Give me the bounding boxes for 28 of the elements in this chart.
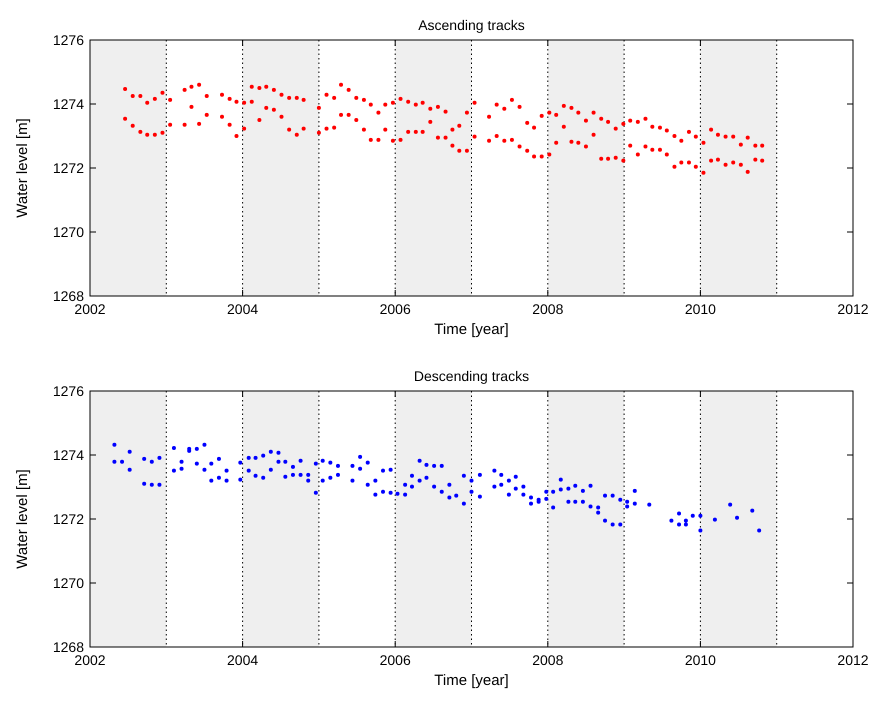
x-tick-label: 2006	[380, 652, 411, 668]
y-axis-title: Water level [m]	[14, 469, 31, 569]
y-tick-label: 1272	[52, 511, 84, 527]
x-tick-label: 2012	[837, 301, 869, 317]
x-axis-title: Time [year]	[434, 672, 509, 689]
y-tick-label: 1270	[52, 575, 84, 591]
x-tick-label: 2004	[227, 301, 258, 317]
x-axis-title: Time [year]	[434, 321, 509, 338]
chart-title: Ascending tracks	[418, 17, 525, 33]
x-tick-label: 2010	[684, 301, 716, 317]
x-tick-label: 2008	[532, 301, 564, 317]
y-tick-label: 1268	[52, 639, 84, 655]
x-tick-label: 2008	[532, 652, 564, 668]
x-tick-label: 2002	[74, 301, 106, 317]
x-tick-label: 2002	[74, 652, 106, 668]
x-tick-label: 2012	[837, 652, 869, 668]
x-tick-label: 2010	[684, 652, 716, 668]
y-axis-title: Water level [m]	[14, 118, 31, 218]
x-tick-label: 2006	[380, 301, 411, 317]
y-tick-label: 1274	[52, 96, 84, 112]
chart-title: Descending tracks	[414, 368, 530, 384]
y-tick-label: 1274	[52, 447, 84, 463]
y-tick-label: 1272	[52, 160, 84, 176]
y-tick-label: 1270	[52, 224, 84, 240]
y-tick-label: 1276	[52, 32, 84, 48]
y-tick-label: 1276	[52, 383, 84, 399]
x-tick-label: 2004	[227, 652, 258, 668]
y-tick-label: 1268	[52, 288, 84, 304]
